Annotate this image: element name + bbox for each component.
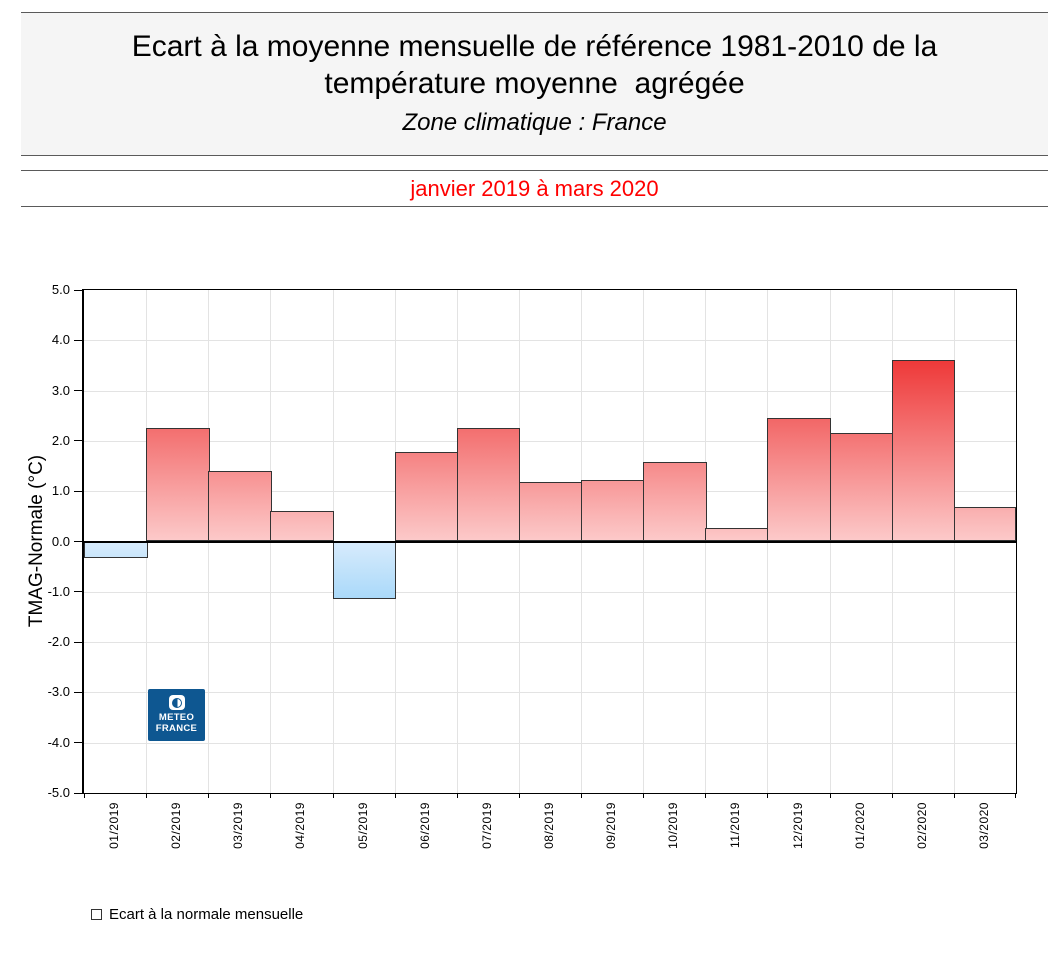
x-axis-tick <box>394 793 396 798</box>
h-gridline <box>84 340 1016 342</box>
y-tick-label: 2.0 <box>51 432 70 448</box>
y-tick-label: -2.0 <box>47 634 70 650</box>
bar-03/2019 <box>208 471 272 542</box>
x-tick-label: 01/2019 <box>107 802 122 849</box>
bar-03/2020 <box>953 507 1016 542</box>
x-tick-label: 01/2020 <box>852 802 867 849</box>
x-tick-label: 06/2019 <box>417 802 432 849</box>
zero-line <box>84 540 1016 543</box>
bar-02/2020 <box>891 360 956 542</box>
logo-text-line2: FRANCE <box>155 723 198 734</box>
chart-subtitle-zone: Zone climatique : France <box>402 109 667 136</box>
h-gridline <box>84 692 1016 694</box>
legend-label: Ecart à la normale mensuelle <box>109 906 304 923</box>
legend: Ecart à la normale mensuelle <box>91 906 303 923</box>
x-axis-tick <box>456 793 458 798</box>
x-axis-tick <box>581 793 583 798</box>
x-axis-tick <box>84 793 85 798</box>
y-tick-label: 3.0 <box>51 382 70 398</box>
y-axis-tick <box>74 390 82 392</box>
bar-10/2019 <box>643 462 707 542</box>
y-axis-tick <box>74 289 82 291</box>
h-gridline <box>84 440 1016 442</box>
x-axis-tick <box>270 793 272 798</box>
y-axis-tick <box>74 490 82 492</box>
period-band: janvier 2019 à mars 2020 <box>21 170 1048 207</box>
x-axis-tick <box>891 793 893 798</box>
chart-title-line2: température moyenne agrégée <box>324 67 745 100</box>
meteo-france-half-moon-icon <box>168 695 185 710</box>
x-axis-tick <box>829 793 831 798</box>
h-gridline <box>84 742 1016 744</box>
y-tick-label: 5.0 <box>51 282 70 297</box>
y-tick-label: 0.0 <box>51 533 70 549</box>
x-tick-label: 08/2019 <box>542 802 556 849</box>
header-title-box: Ecart à la moyenne mensuelle de référenc… <box>21 12 1048 156</box>
bar-07/2019 <box>456 428 521 542</box>
h-gridline <box>84 390 1016 392</box>
x-tick-label: 02/2019 <box>169 802 184 849</box>
x-tick-label: 04/2019 <box>293 802 308 849</box>
bar-08/2019 <box>518 482 583 542</box>
y-axis-tick <box>74 641 82 643</box>
x-tick-label: 12/2019 <box>790 802 805 849</box>
x-tick-label: 07/2019 <box>479 802 494 849</box>
y-axis-tick <box>74 541 82 542</box>
bar-02/2019 <box>146 428 210 542</box>
x-axis-tick <box>953 793 955 798</box>
x-axis-tick <box>332 793 334 798</box>
x-axis-tick <box>518 793 520 798</box>
x-axis-tick <box>705 793 707 798</box>
y-axis-tick <box>74 591 82 593</box>
x-tick-label: 03/2020 <box>976 802 991 849</box>
x-tick-label: 05/2019 <box>355 802 370 849</box>
y-axis-tick <box>74 440 82 442</box>
x-tick-label: 10/2019 <box>666 802 681 849</box>
h-gridline <box>84 642 1016 644</box>
x-tick-label: 11/2019 <box>728 802 743 848</box>
bar-11/2019 <box>705 527 769 542</box>
y-tick-label: 4.0 <box>51 332 70 348</box>
x-axis-tick <box>208 793 210 798</box>
y-tick-label: -4.0 <box>47 734 70 750</box>
y-tick-label: 1.0 <box>51 483 70 499</box>
bar-01/2019 <box>84 541 148 559</box>
plot-area: METEO FRANCE -5.0 -4.0 -3.0 -2.0 -1.0 0.0 1.0 2… <box>48 282 1017 849</box>
bar-06/2019 <box>394 451 459 542</box>
y-axis-tick <box>74 339 82 341</box>
bar-01/2020 <box>829 433 894 542</box>
bar-04/2019 <box>270 511 335 542</box>
bar-12/2019 <box>767 418 832 542</box>
x-axis-tick <box>643 793 645 798</box>
y-axis-tick <box>74 742 82 744</box>
x-axis-tick <box>767 793 769 798</box>
y-axis-title: TMAG-Normale (°C) <box>26 454 47 628</box>
meteo-france-logo: METEO FRANCE <box>148 689 205 741</box>
y-axis-tick <box>74 691 82 693</box>
h-gridline <box>84 591 1016 593</box>
y-tick-label: -3.0 <box>47 684 70 700</box>
y-tick-label: -5.0 <box>47 785 70 800</box>
x-axis-tick <box>146 793 148 798</box>
legend-swatch-icon <box>91 909 102 920</box>
x-tick-label: 03/2019 <box>231 802 246 849</box>
x-axis-tick <box>1015 793 1016 798</box>
bar-09/2019 <box>581 480 645 542</box>
logo-text-line1: METEO <box>158 712 195 723</box>
y-tick-label: -1.0 <box>47 583 70 599</box>
period-label: janvier 2019 à mars 2020 <box>410 176 659 201</box>
y-axis-tick <box>74 792 82 794</box>
chart-title-line1: Ecart à la moyenne mensuelle de référenc… <box>131 30 938 63</box>
bar-05/2019 <box>332 541 397 600</box>
x-tick-label: 09/2019 <box>604 802 619 849</box>
x-tick-label: 02/2020 <box>914 802 929 849</box>
